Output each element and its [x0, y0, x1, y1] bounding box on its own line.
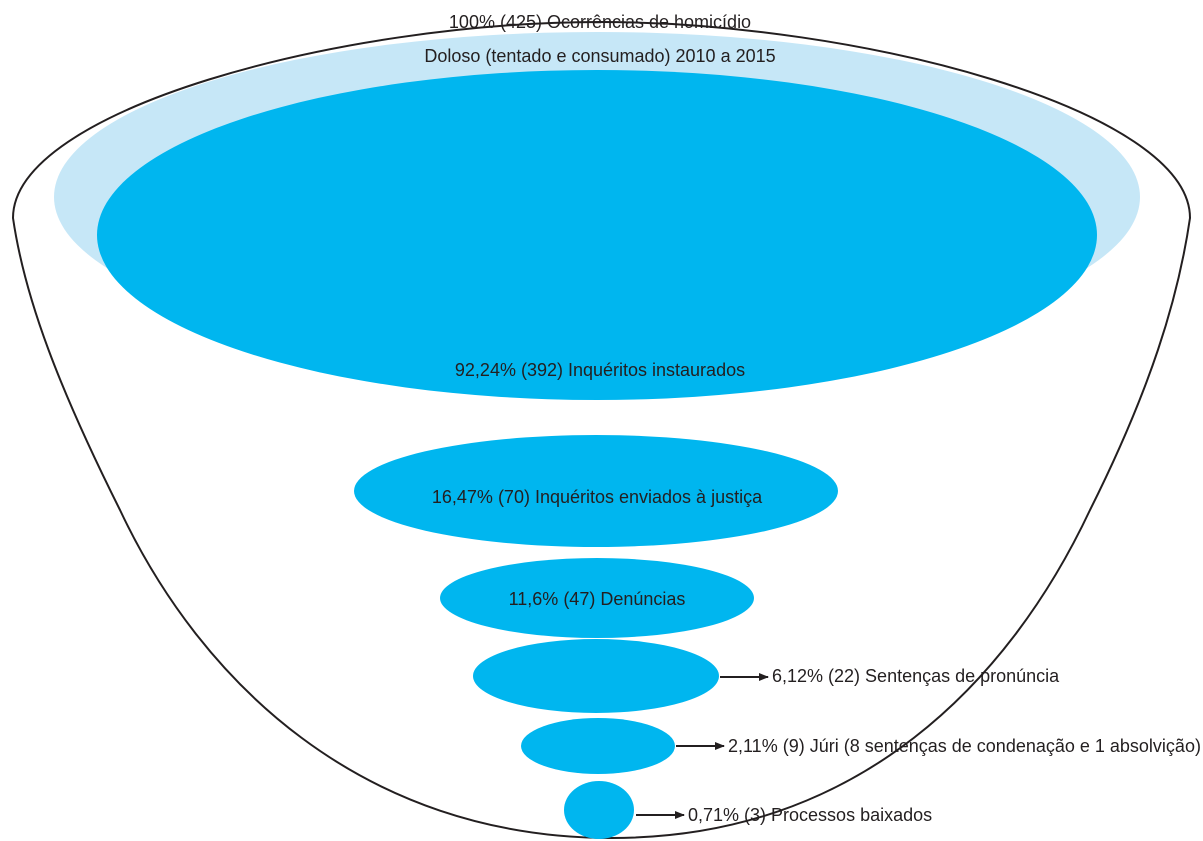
stage-label-inqueritos-instaurados: 92,24% (392) Inquéritos instaurados — [455, 360, 745, 380]
stage-label-denuncias: 11,6% (47) Denúncias — [509, 589, 686, 609]
funnel-outline — [11, 20, 1192, 840]
stage-ellipse-juri — [521, 718, 675, 774]
stage-ellipse-processos-baixados — [564, 781, 634, 839]
stage-ellipse-inqueritos-enviados — [354, 435, 838, 547]
stage-label-sentencas-pronuncia: 6,12% (22) Sentenças de pronúncia — [772, 666, 1060, 686]
title-line-2: Doloso (tentado e consumado) 2010 a 2015 — [424, 46, 775, 66]
stage-ellipse-sentencas-pronuncia — [473, 639, 719, 713]
stage-label-juri: 2,11% (9) Júri (8 sentenças de condenaçã… — [728, 736, 1201, 756]
stage-ellipse-denuncias — [440, 558, 754, 638]
stage-label-processos-baixados: 0,71% (3) Processos baixados — [688, 805, 932, 825]
stage-ellipse-inqueritos-instaurados — [97, 70, 1097, 400]
title-line-1: 100% (425) Ocorrências de homicídio — [449, 12, 751, 32]
stage-label-inqueritos-enviados: 16,47% (70) Inquéritos enviados à justiç… — [432, 487, 763, 507]
